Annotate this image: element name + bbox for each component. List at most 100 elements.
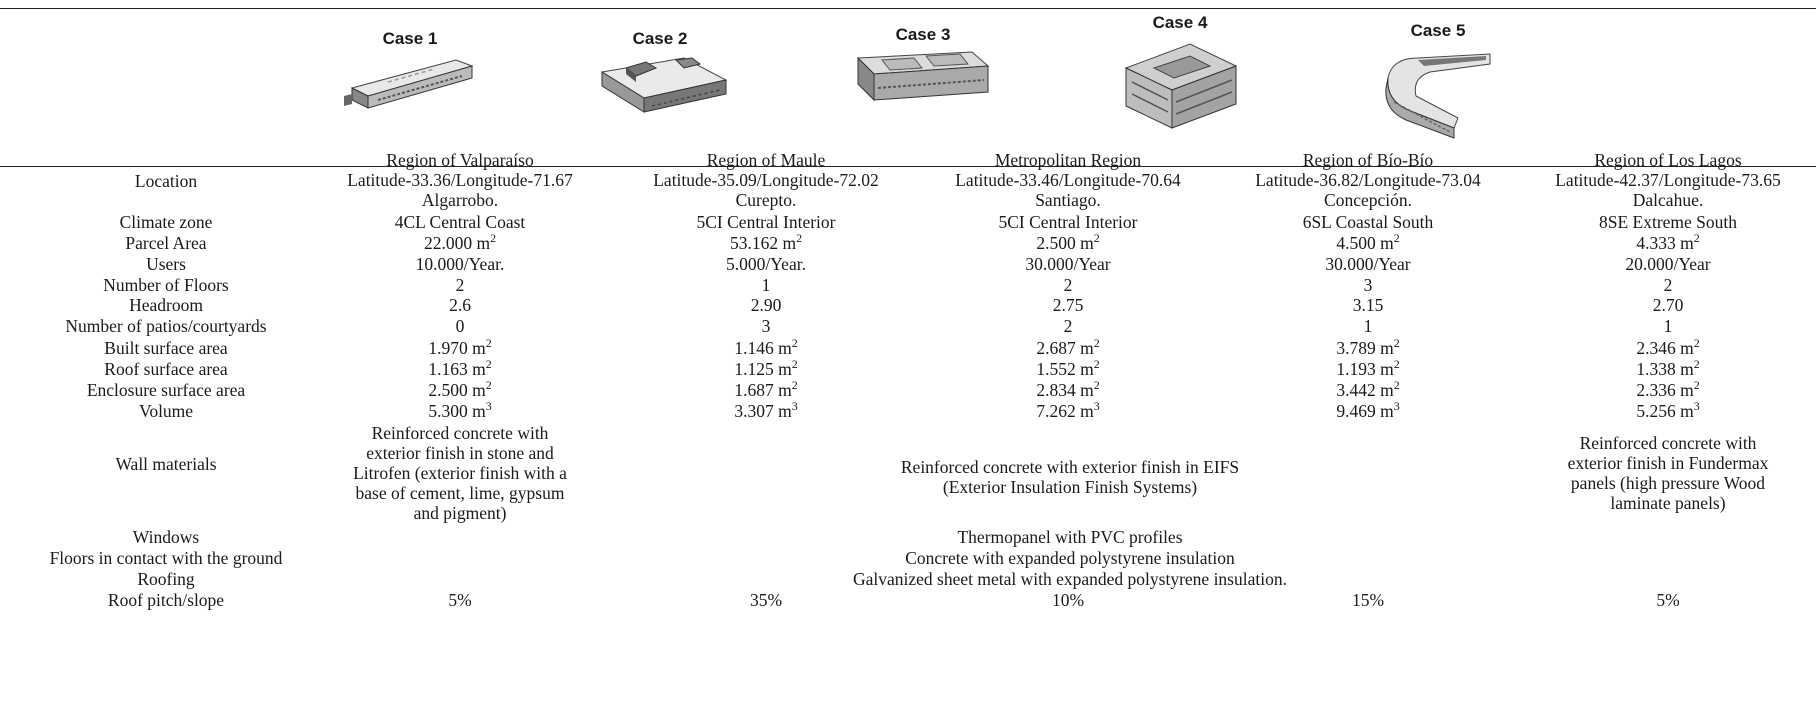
- row-label-roof-pitch: Roof pitch/slope: [107, 590, 225, 610]
- walls-case-5: Reinforced concrete with exterior finish…: [1520, 433, 1816, 513]
- roofarea-case-3: 1.552 m2: [918, 358, 1218, 379]
- location-case-1: Region of Valparaíso Latitude-33.36/Long…: [310, 150, 610, 210]
- unit: m: [476, 233, 491, 253]
- location-case-4: Region of Bío-Bío Latitude-36.82/Longitu…: [1218, 150, 1518, 210]
- unit: m: [1080, 359, 1094, 379]
- climate-case-3: 5CI Central Interior: [998, 212, 1138, 232]
- case-1-header: Case 1: [382, 29, 438, 48]
- climate-case-4: 6SL Coastal South: [1302, 212, 1434, 232]
- value: 3.442: [1336, 380, 1376, 400]
- case-4-header: Case 4: [1152, 13, 1208, 32]
- unit: m: [1080, 338, 1094, 358]
- case-2-header: Case 2: [632, 29, 688, 48]
- unit: m: [782, 233, 797, 253]
- unit: m: [1080, 233, 1094, 253]
- case-5-header: Case 5: [1410, 21, 1466, 40]
- row-label-headroom: Headroom: [129, 295, 203, 315]
- volume-case-5: 5.256 m3: [1520, 399, 1816, 421]
- row-label-patios: Number of patios/courtyards: [65, 316, 267, 336]
- walls-case-1: Reinforced concrete with exterior finish…: [310, 423, 610, 523]
- value: 1.970: [428, 338, 468, 358]
- patios-case-2: 3: [761, 316, 771, 336]
- built-case-5: 2.346 m2: [1520, 337, 1816, 358]
- climate-case-2: 5CI Central Interior: [696, 212, 836, 232]
- floors-case-5: 2: [1663, 275, 1673, 295]
- unit-exponent: 3: [1693, 399, 1700, 413]
- unit-exponent: 2: [1693, 231, 1700, 245]
- value: 1.552: [1036, 359, 1076, 379]
- unit-exponent: 2: [1093, 378, 1100, 392]
- row-label-parcel-area: Parcel Area: [125, 233, 207, 253]
- location-city: Dalcahue.: [1632, 190, 1704, 210]
- value: 5.300: [428, 401, 468, 421]
- ground-floors-all-cases: Concrete with expanded polystyrene insul…: [905, 548, 1235, 568]
- location-coordinates: Latitude-42.37/Longitude-73.65: [1555, 170, 1781, 190]
- unit: m: [1380, 401, 1394, 421]
- location-region: Metropolitan Region: [994, 150, 1142, 170]
- row-label-volume: Volume: [138, 401, 194, 421]
- users-case-1: 10.000/Year.: [415, 254, 505, 274]
- value: 2.834: [1036, 380, 1076, 400]
- row-label-windows: Windows: [132, 527, 200, 547]
- unit-exponent: 2: [485, 336, 492, 350]
- header-divider-rule: [0, 166, 1816, 167]
- pitch-case-1: 5%: [448, 590, 472, 610]
- headroom-case-2: 2.90: [750, 295, 782, 315]
- unit: m: [778, 359, 792, 379]
- location-case-5: Region of Los Lagos Latitude-42.37/Longi…: [1520, 150, 1816, 210]
- unit: m: [778, 401, 792, 421]
- value: 1.338: [1636, 359, 1676, 379]
- unit: m: [1080, 401, 1094, 421]
- floors-case-3: 2: [1063, 275, 1073, 295]
- parcel-case-4: 4.500 m2: [1218, 231, 1518, 253]
- users-case-5: 20.000/Year: [1625, 254, 1711, 274]
- users-case-2: 5.000/Year.: [726, 254, 806, 274]
- volume-case-4: 9.469 m3: [1218, 400, 1518, 421]
- text-line: Reinforced concrete with: [371, 423, 549, 443]
- location-city: Concepción.: [1324, 190, 1412, 210]
- walls-cases-2-4: Reinforced concrete with exterior finish…: [622, 457, 1518, 497]
- value: 7.262: [1036, 401, 1076, 421]
- enclosure-case-4: 3.442 m2: [1218, 379, 1518, 400]
- value: 5.256: [1636, 401, 1676, 421]
- location-case-3: Metropolitan Region Latitude-33.46/Longi…: [918, 150, 1218, 210]
- value: 1.687: [734, 380, 774, 400]
- headroom-case-5: 2.70: [1652, 295, 1684, 315]
- unit: m: [1680, 359, 1694, 379]
- text-line: exterior finish in Fundermax: [1567, 453, 1769, 473]
- unit-exponent: 2: [1393, 231, 1400, 245]
- headroom-case-1: 2.6: [449, 295, 471, 315]
- enclosure-case-2: 1.687 m2: [622, 379, 910, 400]
- text-line: Litrofen (exterior finish with a: [353, 463, 567, 483]
- unit-exponent: 2: [1393, 357, 1400, 371]
- unit: m: [472, 359, 486, 379]
- text-line: base of cement, lime, gypsum: [355, 483, 565, 503]
- roofarea-case-1: 1.163 m2: [310, 358, 610, 379]
- parcel-case-2: 53.162 m2: [622, 232, 910, 253]
- floors-case-1: 2: [455, 275, 465, 295]
- unit-exponent: 2: [1093, 231, 1100, 245]
- value: 2.500: [1036, 233, 1076, 253]
- built-case-3: 2.687 m2: [918, 337, 1218, 358]
- text-line: Reinforced concrete with exterior finish…: [900, 457, 1240, 477]
- pitch-case-5: 5%: [1656, 590, 1680, 610]
- unit: m: [1380, 359, 1394, 379]
- floors-case-4: 3: [1363, 275, 1373, 295]
- value: 1.125: [734, 359, 774, 379]
- value: 3.307: [734, 401, 774, 421]
- patios-case-4: 1: [1363, 316, 1373, 336]
- row-label-users: Users: [146, 254, 186, 274]
- built-case-1: 1.970 m2: [310, 336, 610, 358]
- value: 2.500: [428, 380, 468, 400]
- location-coordinates: Latitude-36.82/Longitude-73.04: [1255, 170, 1481, 190]
- unit: m: [1380, 233, 1394, 253]
- unit: m: [472, 380, 486, 400]
- enclosure-case-1: 2.500 m2: [310, 379, 610, 400]
- unit-exponent: 3: [1093, 399, 1100, 413]
- text-line: laminate panels): [1610, 493, 1726, 513]
- value: 2.687: [1036, 338, 1076, 358]
- headroom-case-4: 3.15: [1352, 295, 1384, 315]
- unit: m: [778, 380, 792, 400]
- climate-case-1: 4CL Central Coast: [394, 212, 526, 232]
- headroom-case-3: 2.75: [1052, 295, 1084, 315]
